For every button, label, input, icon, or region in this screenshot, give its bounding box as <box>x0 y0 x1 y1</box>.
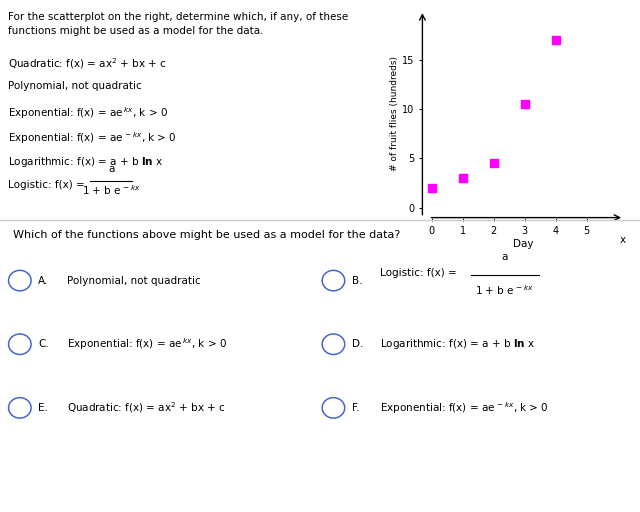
Text: A.: A. <box>38 275 49 286</box>
Text: Exponential: f(x) = ae$^{\,-kx}$, k > 0: Exponential: f(x) = ae$^{\,-kx}$, k > 0 <box>380 400 549 416</box>
Text: a: a <box>502 252 508 262</box>
Text: B.: B. <box>352 275 362 286</box>
Point <box>488 159 499 167</box>
Y-axis label: # of fruit flies (hundreds): # of fruit flies (hundreds) <box>390 56 399 172</box>
Text: a: a <box>108 164 115 174</box>
Text: Exponential: f(x) = ae$^{\,kx}$, k > 0: Exponential: f(x) = ae$^{\,kx}$, k > 0 <box>8 105 168 121</box>
Point <box>458 174 468 182</box>
Point <box>550 36 561 44</box>
Point <box>520 100 530 108</box>
Text: Polynomial, not quadratic: Polynomial, not quadratic <box>67 275 200 286</box>
Text: Quadratic: f(x) = ax$^2$ + bx + c: Quadratic: f(x) = ax$^2$ + bx + c <box>8 56 167 71</box>
Text: Logarithmic: f(x) = a + b $\bf{ln}$ x: Logarithmic: f(x) = a + b $\bf{ln}$ x <box>380 337 535 351</box>
Text: Exponential: f(x) = ae$^{\,-kx}$, k > 0: Exponential: f(x) = ae$^{\,-kx}$, k > 0 <box>8 131 177 146</box>
Text: 1 + b e$^{\,-kx}$: 1 + b e$^{\,-kx}$ <box>476 284 534 297</box>
Text: Logistic: f(x) =: Logistic: f(x) = <box>8 180 88 190</box>
Text: Logarithmic: f(x) = a + b $\bf{ln}$ x: Logarithmic: f(x) = a + b $\bf{ln}$ x <box>8 156 163 169</box>
Text: D.: D. <box>352 339 364 349</box>
Text: E.: E. <box>38 403 48 413</box>
Text: C.: C. <box>38 339 49 349</box>
Text: For the scatterplot on the right, determine which, if any, of these
functions mi: For the scatterplot on the right, determ… <box>8 12 349 35</box>
Text: 1 + b e$^{\,-kx}$: 1 + b e$^{\,-kx}$ <box>82 183 141 197</box>
Text: Logistic: f(x) =: Logistic: f(x) = <box>380 268 460 278</box>
Text: Polynomial, not quadratic: Polynomial, not quadratic <box>8 81 142 91</box>
Point <box>427 184 437 192</box>
Text: F.: F. <box>352 403 360 413</box>
Text: Which of the functions above might be used as a model for the data?: Which of the functions above might be us… <box>13 230 400 240</box>
Text: x: x <box>620 236 625 245</box>
Text: Exponential: f(x) = ae$^{\,kx}$, k > 0: Exponential: f(x) = ae$^{\,kx}$, k > 0 <box>67 336 227 352</box>
X-axis label: Day: Day <box>513 239 534 249</box>
Text: Quadratic: f(x) = ax$^2$ + bx + c: Quadratic: f(x) = ax$^2$ + bx + c <box>67 400 225 415</box>
